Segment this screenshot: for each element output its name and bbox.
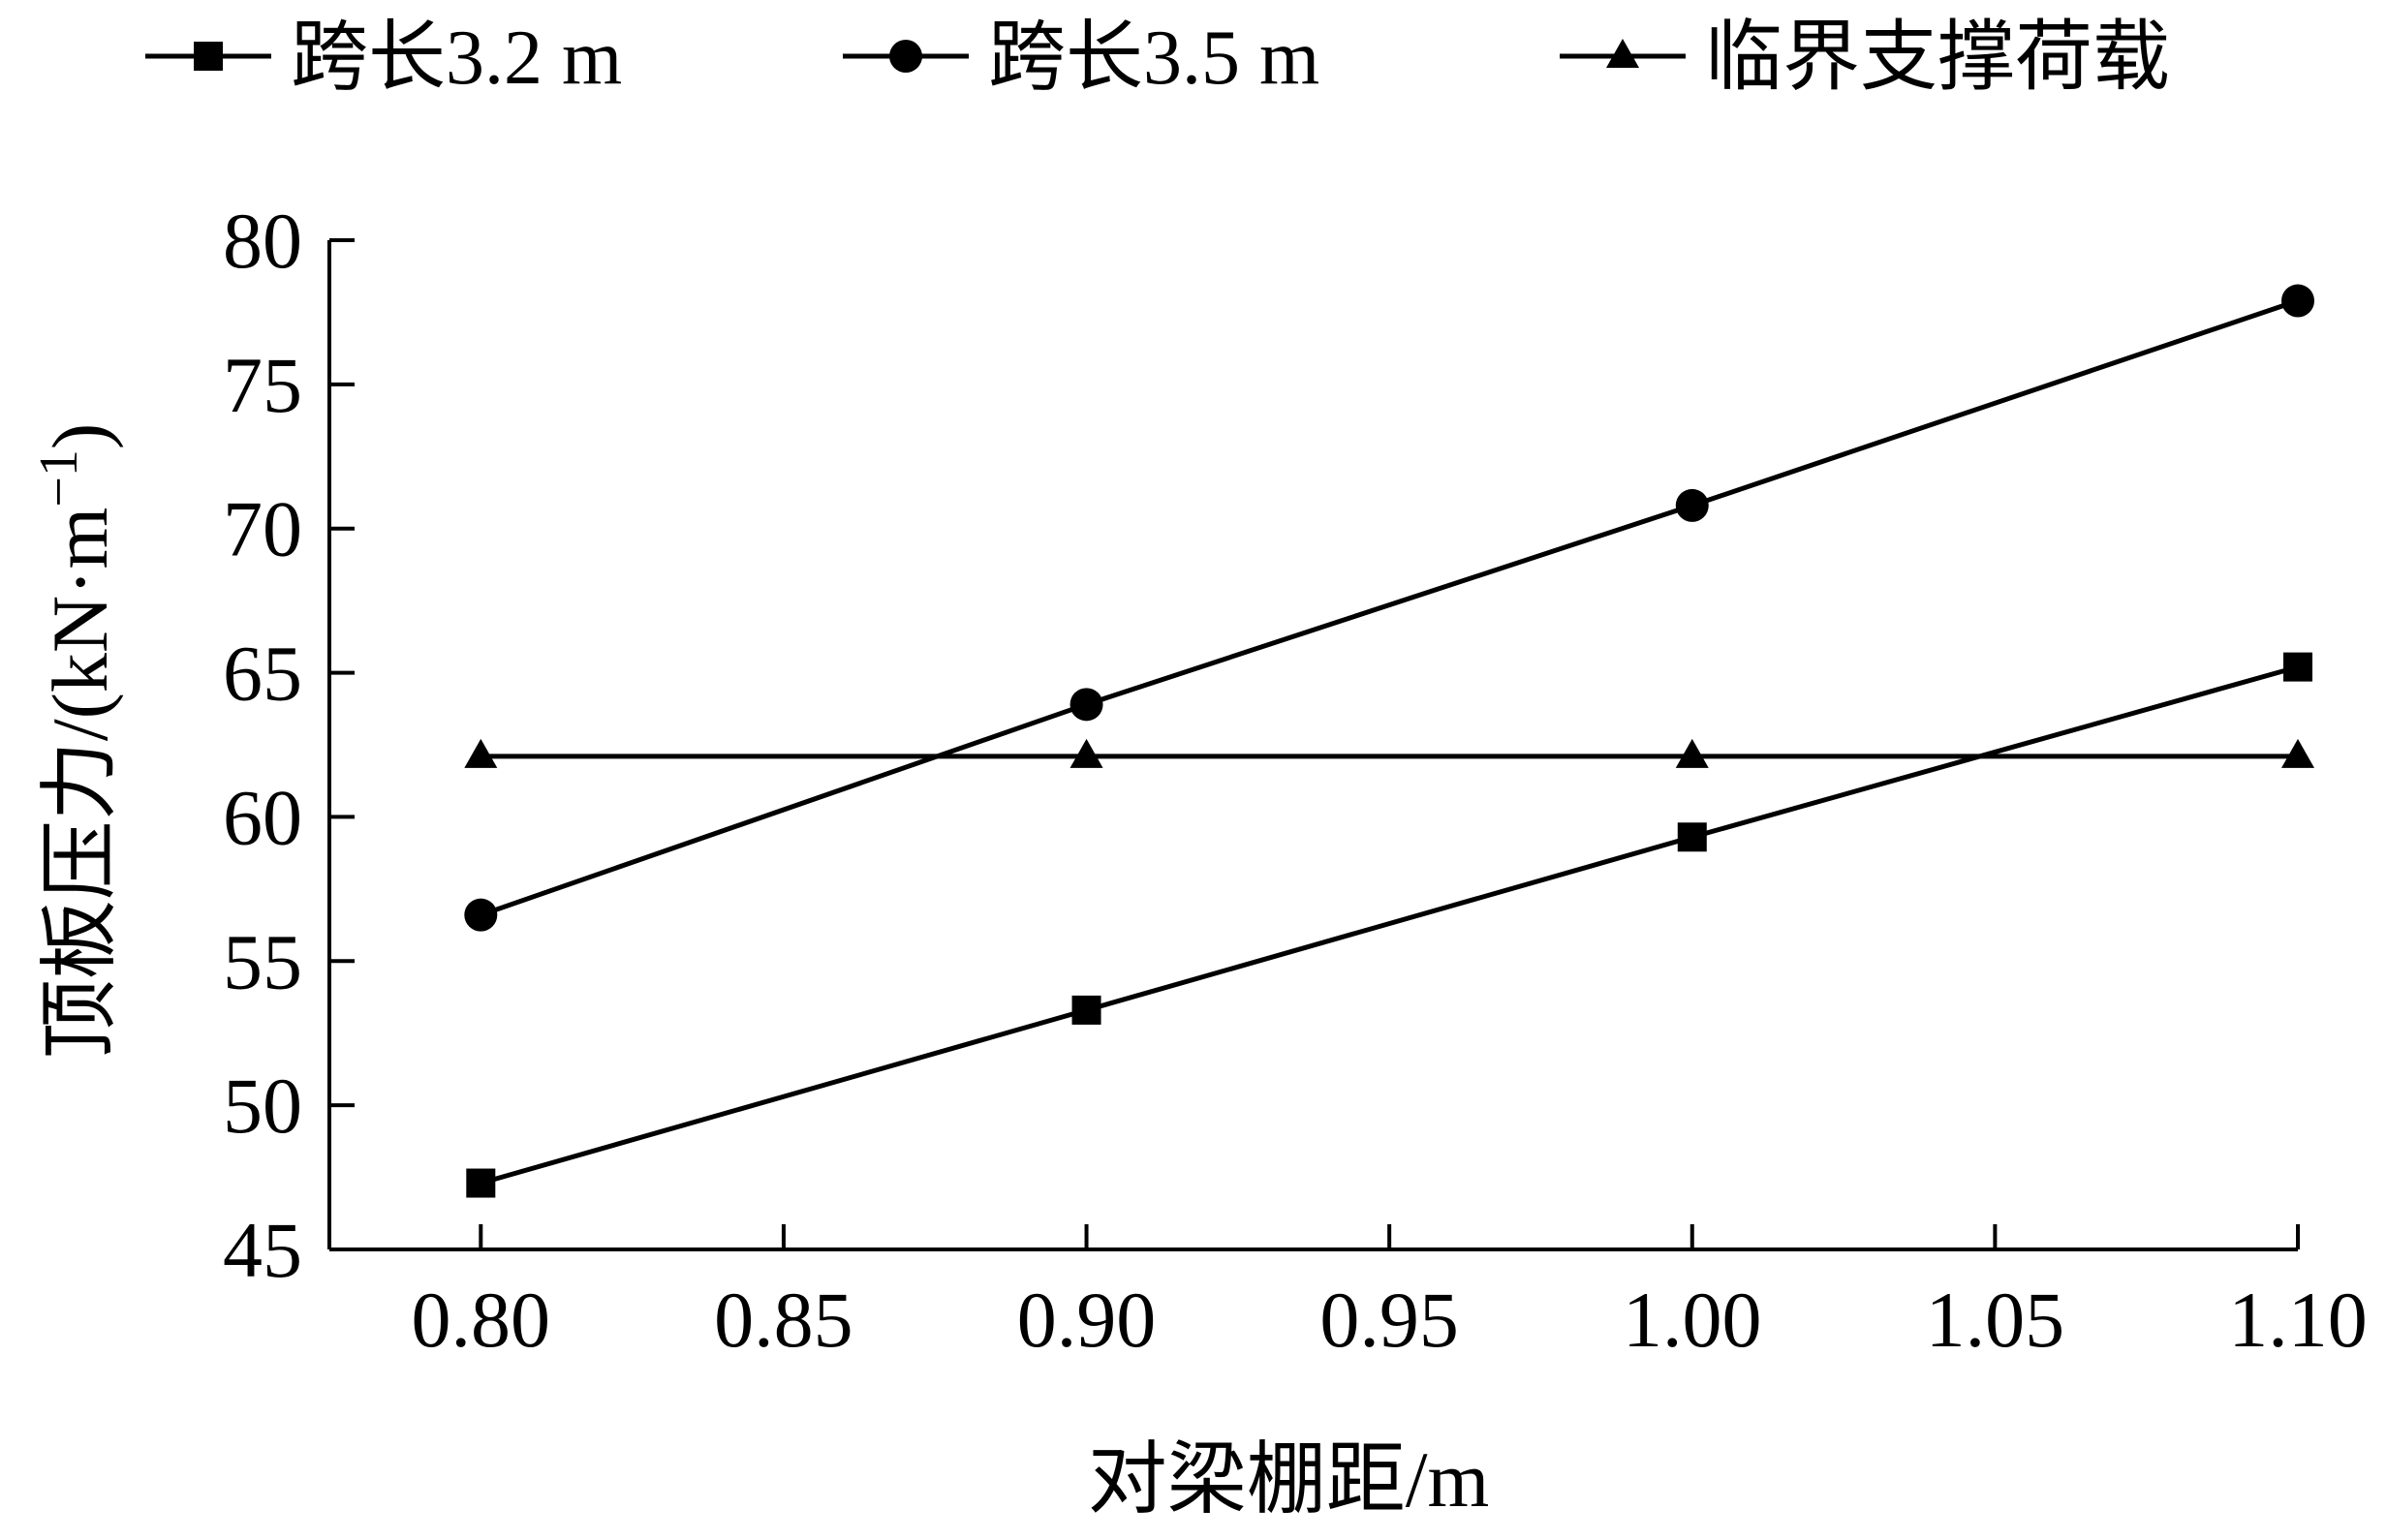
data-point-series-3: [1070, 738, 1103, 768]
x-tick-label: 0.95: [1319, 1276, 1459, 1364]
data-point-series-2: [1675, 488, 1709, 522]
x-tick-label: 1.00: [1623, 1276, 1762, 1364]
data-point-series-3: [2281, 738, 2314, 768]
legend-marker-3: [1606, 39, 1639, 68]
y-tick-label: 75: [223, 341, 302, 429]
y-tick-label: 70: [223, 485, 302, 573]
axes: 45 50 55 60 65 70 75 80 0.80 0.85 0.90 0.95 1.00 1.05…: [223, 197, 2368, 1364]
y-tick-label: 50: [223, 1062, 302, 1150]
series-lines: [480, 298, 2299, 1186]
y-tick-label: 60: [223, 773, 302, 861]
y-tick-label: 80: [223, 197, 302, 285]
series-line-1: [480, 664, 2299, 1186]
series-markers: [464, 284, 2314, 1198]
x-axis-title: 对梁棚距/m: [1088, 1435, 1490, 1524]
data-point-series-2: [1070, 688, 1103, 722]
y-axis-title: 顶板压力/(kN·m−1): [29, 423, 124, 1059]
legend: 跨长3.2 m 跨长3.5 m 临界支撑荷载: [145, 15, 2170, 101]
data-point-series-3: [464, 738, 498, 768]
data-point-series-1: [1071, 995, 1101, 1025]
y-tick-label: 45: [223, 1206, 302, 1294]
x-tick-label: 0.85: [714, 1276, 853, 1364]
y-axis-title-main: 顶板压力/(kN·m: [36, 508, 124, 1059]
legend-marker-2: [889, 40, 922, 73]
x-tick-label: 1.05: [1926, 1276, 2065, 1364]
data-point-series-1: [2283, 652, 2312, 682]
data-point-series-1: [466, 1168, 496, 1198]
legend-label-3: 临界支撑荷载: [1705, 15, 2170, 101]
data-point-series-2: [464, 898, 498, 932]
data-point-series-1: [1677, 822, 1707, 852]
legend-label-1: 跨长3.2 m: [291, 15, 622, 101]
y-axis-title-sup: −1: [29, 449, 89, 508]
series-line-2: [480, 298, 2299, 918]
y-axis-title-close: ): [36, 423, 124, 449]
data-point-series-2: [2281, 284, 2314, 318]
y-tick-label: 65: [223, 630, 302, 718]
legend-marker-1: [194, 42, 223, 71]
y-tick-label: 55: [223, 917, 302, 1005]
data-point-series-3: [1675, 738, 1709, 768]
plot-area: 45 50 55 60 65 70 75 80 0.80 0.85 0.90 0.95 1.00 1.05…: [223, 197, 2368, 1364]
x-tick-label: 1.10: [2228, 1276, 2368, 1364]
x-tick-label: 0.90: [1017, 1276, 1157, 1364]
legend-label-2: 跨长3.5 m: [988, 15, 1319, 101]
x-tick-label: 0.80: [412, 1276, 551, 1364]
